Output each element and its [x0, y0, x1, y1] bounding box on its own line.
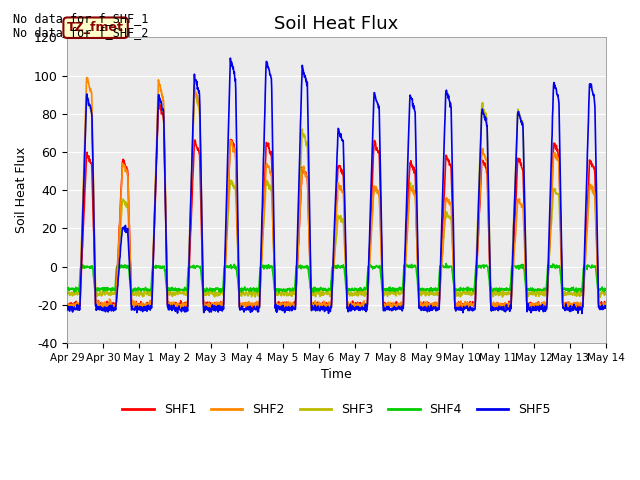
SHF3: [292, 273, 300, 279]
SHF3: [127, 273, 134, 278]
SHF5: [63, 302, 71, 308]
SHF5: [313, 307, 321, 313]
SHF2: [63, 300, 71, 305]
SHF5: [292, 278, 300, 284]
SHF3: [105, 290, 113, 296]
SHF2: [292, 285, 300, 291]
SHF3: [63, 289, 71, 295]
SHF5: [602, 305, 610, 311]
Y-axis label: Soil Heat Flux: Soil Heat Flux: [15, 147, 28, 233]
SHF1: [155, 98, 163, 104]
SHF4: [442, 261, 450, 266]
Title: Soil Heat Flux: Soil Heat Flux: [275, 15, 399, 33]
SHF4: [127, 288, 134, 293]
Line: SHF2: SHF2: [67, 77, 606, 310]
SHF4: [63, 285, 71, 291]
SHF1: [250, 307, 257, 312]
SHF5: [127, 288, 134, 294]
SHF5: [227, 55, 234, 61]
SHF4: [313, 286, 321, 291]
SHF4: [371, 264, 378, 270]
SHF5: [371, 90, 378, 96]
SHF1: [371, 138, 378, 144]
Text: No data for f_SHF_2: No data for f_SHF_2: [13, 26, 148, 39]
SHF1: [127, 276, 134, 281]
SHF4: [292, 264, 300, 270]
SHF2: [303, 176, 311, 182]
SHF4: [275, 289, 283, 295]
Line: SHF3: SHF3: [67, 92, 606, 297]
SHF5: [578, 311, 586, 316]
SHF4: [303, 265, 311, 271]
SHF2: [127, 289, 135, 295]
SHF4: [602, 287, 610, 292]
SHF1: [304, 181, 312, 187]
Text: TZ_fmet: TZ_fmet: [67, 21, 124, 34]
SHF3: [596, 294, 604, 300]
Text: No data for f_SHF_1: No data for f_SHF_1: [13, 12, 148, 25]
SHF3: [313, 289, 321, 295]
SHF5: [105, 308, 113, 313]
SHF5: [303, 79, 311, 85]
SHF2: [602, 303, 610, 309]
SHF1: [602, 302, 610, 308]
Line: SHF1: SHF1: [67, 101, 606, 310]
SHF3: [191, 89, 198, 95]
SHF1: [292, 281, 300, 287]
X-axis label: Time: Time: [321, 368, 352, 381]
SHF2: [314, 301, 321, 307]
Line: SHF4: SHF4: [67, 264, 606, 292]
SHF2: [307, 307, 315, 313]
SHF2: [83, 74, 91, 80]
SHF1: [314, 303, 321, 309]
SHF3: [303, 141, 311, 147]
Legend: SHF1, SHF2, SHF3, SHF4, SHF5: SHF1, SHF2, SHF3, SHF4, SHF5: [118, 398, 556, 421]
SHF3: [602, 290, 610, 296]
SHF1: [63, 302, 71, 308]
SHF3: [371, 184, 378, 190]
SHF1: [105, 301, 113, 307]
SHF2: [106, 302, 113, 308]
SHF4: [105, 286, 113, 291]
SHF2: [371, 185, 378, 191]
Line: SHF5: SHF5: [67, 58, 606, 313]
